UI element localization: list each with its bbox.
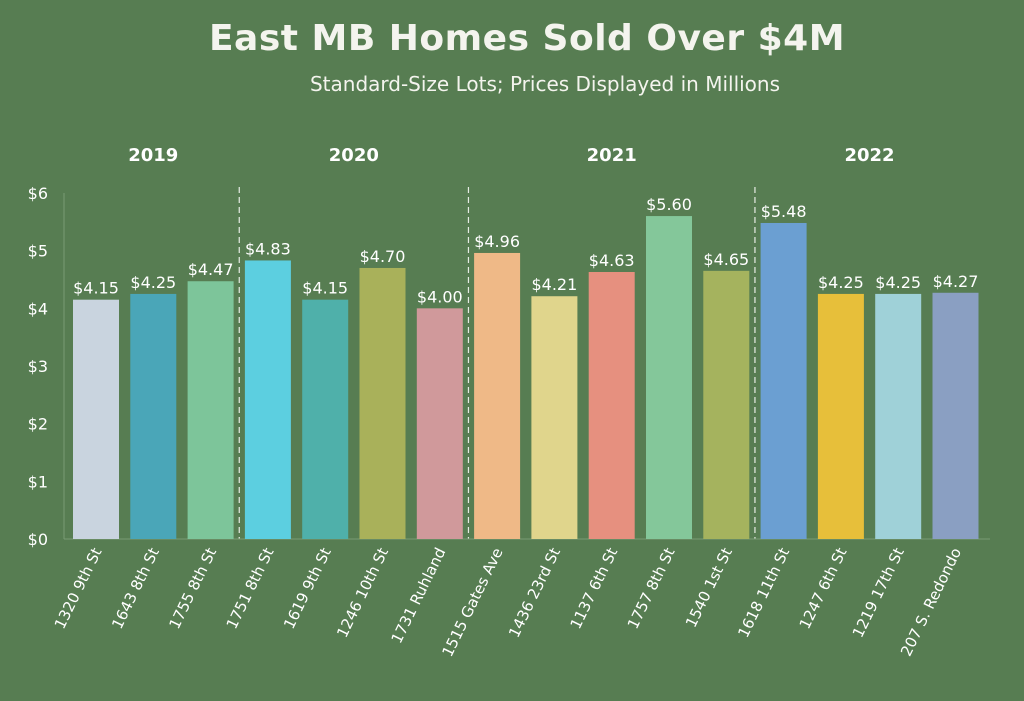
value-label: $4.27	[933, 272, 979, 291]
x-tick-label: 1540 1st St	[682, 545, 736, 631]
value-label: $4.21	[531, 275, 577, 294]
value-label: $4.25	[818, 273, 864, 292]
bar	[703, 270, 750, 539]
value-label: $4.65	[703, 250, 749, 269]
x-tick-label: 1618 11th St	[734, 545, 793, 641]
value-label: $5.48	[761, 202, 807, 221]
year-group-label: 2020	[329, 145, 379, 166]
x-tick-label: 1219 17th St	[849, 545, 908, 641]
value-labels: $4.15 $4.25 $4.47 $4.83 $4.15 $4.70 $4.00 $4.96…	[73, 195, 978, 306]
year-group-label: 2019	[128, 145, 178, 166]
bar	[244, 260, 291, 539]
value-label: $4.25	[130, 273, 176, 292]
x-tick-label: 1246 10th St	[333, 545, 392, 641]
y-tick-label: $0	[28, 530, 48, 549]
x-tick-label: 1643 8th St	[108, 545, 163, 632]
bar	[588, 272, 635, 539]
bar	[416, 308, 463, 539]
x-tick-label: 1757 8th St	[624, 545, 679, 632]
bar	[932, 292, 979, 539]
y-tick-label: $1	[28, 472, 48, 491]
bar	[817, 293, 864, 539]
bar	[875, 293, 922, 539]
y-tick-label: $3	[28, 357, 48, 376]
value-label: $4.00	[417, 287, 463, 306]
x-axis-labels: 1320 9th St 1643 8th St 1755 8th St 1751 8t…	[51, 545, 965, 660]
value-label: $4.15	[302, 279, 348, 298]
year-group-label: 2022	[844, 145, 894, 166]
value-label: $4.47	[188, 260, 234, 279]
year-dividers	[238, 187, 756, 539]
x-tick-label: 1320 9th St	[51, 545, 106, 632]
value-label: $4.70	[360, 247, 406, 266]
bar	[187, 281, 234, 539]
x-tick-label: 1755 8th St	[165, 545, 220, 632]
x-tick-label: 1436 23rd St	[505, 545, 564, 641]
bar	[130, 293, 177, 539]
year-group-labels: 2019 2020 2021 2022	[128, 145, 894, 166]
bar	[73, 299, 119, 539]
value-label: $4.83	[245, 239, 291, 258]
bar	[531, 296, 578, 539]
x-tick-label: 1515 Gates Ave	[438, 545, 506, 660]
value-label: $5.60	[646, 195, 692, 214]
year-group-label: 2021	[587, 145, 637, 166]
bar	[359, 267, 406, 539]
bar	[302, 299, 349, 539]
x-tick-label: 1247 6th St	[796, 545, 851, 632]
x-tick-label: 207 S. Redondo	[897, 545, 965, 659]
bar	[474, 252, 521, 539]
value-label: $4.15	[73, 279, 119, 298]
chart-subtitle: Standard-Size Lots; Prices Displayed in …	[309, 72, 781, 96]
x-tick-label: 1731 Ruhland	[388, 545, 450, 646]
bar	[760, 222, 807, 539]
x-tick-label: 1751 8th St	[223, 545, 278, 632]
value-label: $4.25	[875, 273, 921, 292]
y-tick-label: $2	[28, 415, 48, 434]
bar	[646, 216, 692, 540]
value-label: $4.96	[474, 232, 520, 251]
chart-title: East MB Homes Sold Over $4M	[208, 18, 846, 59]
bars	[73, 216, 979, 540]
y-tick-label: $5	[28, 242, 48, 261]
value-label: $4.63	[589, 251, 635, 270]
y-tick-label: $4	[28, 299, 48, 318]
x-tick-label: 1137 6th St	[567, 545, 622, 632]
y-tick-label: $6	[28, 184, 48, 203]
x-tick-label: 1619 9th St	[280, 545, 335, 632]
